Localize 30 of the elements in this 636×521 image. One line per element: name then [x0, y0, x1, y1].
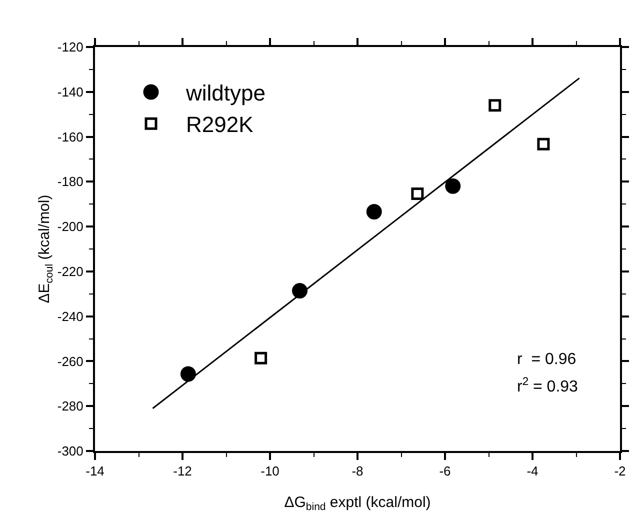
x-tick-label: -10 — [260, 464, 280, 479]
y-tick-label: -140 — [57, 84, 84, 100]
annotation: r$^{2}$ = 0.93 — [517, 376, 578, 396]
legend-label: R292K — [186, 112, 254, 138]
point — [537, 138, 550, 150]
y-tick-label: -160 — [57, 129, 84, 144]
y-tick-label: -280 — [57, 398, 84, 414]
y-tick-label: -180 — [57, 174, 84, 190]
x-axis-title: ΔG$_{bind}$ exptl (kcal/mol) — [284, 494, 431, 514]
y-tick-label: -120 — [57, 40, 84, 55]
x-tick-label: -4 — [526, 464, 538, 479]
point — [445, 178, 461, 194]
point — [292, 283, 308, 298]
x-tick-label: -12 — [173, 464, 192, 479]
y-tick-label: -200 — [57, 219, 84, 234]
annotation: r = 0.96 — [517, 351, 576, 368]
point — [254, 352, 268, 364]
x-tick-label: -8 — [352, 464, 364, 479]
y-tick-label: -220 — [57, 264, 84, 279]
y-tick-label: -260 — [57, 354, 84, 369]
point — [180, 366, 196, 382]
y-tick-label: -300 — [57, 444, 84, 459]
y-tick-label: -240 — [57, 308, 84, 324]
legend-label: wildtype — [185, 80, 266, 106]
point — [488, 99, 502, 112]
x-tick-label: -6 — [439, 464, 451, 479]
x-tick-label: -14 — [86, 464, 104, 479]
point — [411, 188, 424, 200]
x-tick-label: -2 — [614, 464, 626, 479]
point — [366, 204, 382, 220]
